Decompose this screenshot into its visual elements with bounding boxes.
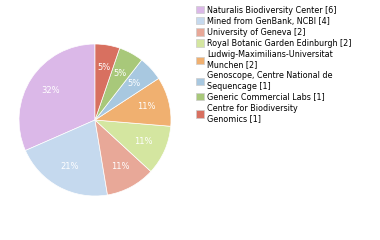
Text: 21%: 21% xyxy=(60,162,79,171)
Text: 5%: 5% xyxy=(128,79,141,89)
Wedge shape xyxy=(95,60,158,120)
Legend: Naturalis Biodiversity Center [6], Mined from GenBank, NCBI [4], University of G: Naturalis Biodiversity Center [6], Mined… xyxy=(194,4,353,125)
Text: 11%: 11% xyxy=(137,102,156,111)
Wedge shape xyxy=(95,120,151,195)
Text: 11%: 11% xyxy=(135,137,153,146)
Wedge shape xyxy=(95,44,120,120)
Text: 11%: 11% xyxy=(111,162,130,171)
Wedge shape xyxy=(19,44,95,150)
Wedge shape xyxy=(25,120,108,196)
Wedge shape xyxy=(95,120,171,171)
Wedge shape xyxy=(95,78,171,126)
Text: 5%: 5% xyxy=(114,69,127,78)
Text: 5%: 5% xyxy=(97,63,110,72)
Text: 32%: 32% xyxy=(41,86,60,96)
Wedge shape xyxy=(95,48,142,120)
